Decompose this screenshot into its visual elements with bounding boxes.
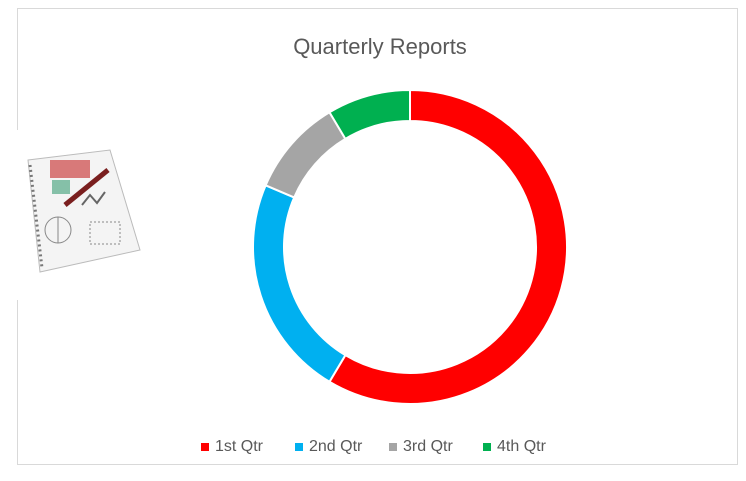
legend-swatch	[201, 443, 209, 451]
chart-title: Quarterly Reports	[293, 34, 467, 59]
chart: Quarterly Reports 1st Qtr 2nd Qtr 3rd Qtr 4…	[0, 0, 746, 481]
legend-label: 4th Qtr	[497, 438, 547, 455]
legend-swatch	[483, 443, 491, 451]
legend-label: 1st Qtr	[215, 438, 264, 455]
legend-label: 3rd Qtr	[403, 438, 453, 455]
legend-swatch	[295, 443, 303, 451]
legend-label: 2nd Qtr	[309, 438, 363, 455]
legend-swatch	[389, 443, 397, 451]
clipart	[0, 130, 160, 300]
